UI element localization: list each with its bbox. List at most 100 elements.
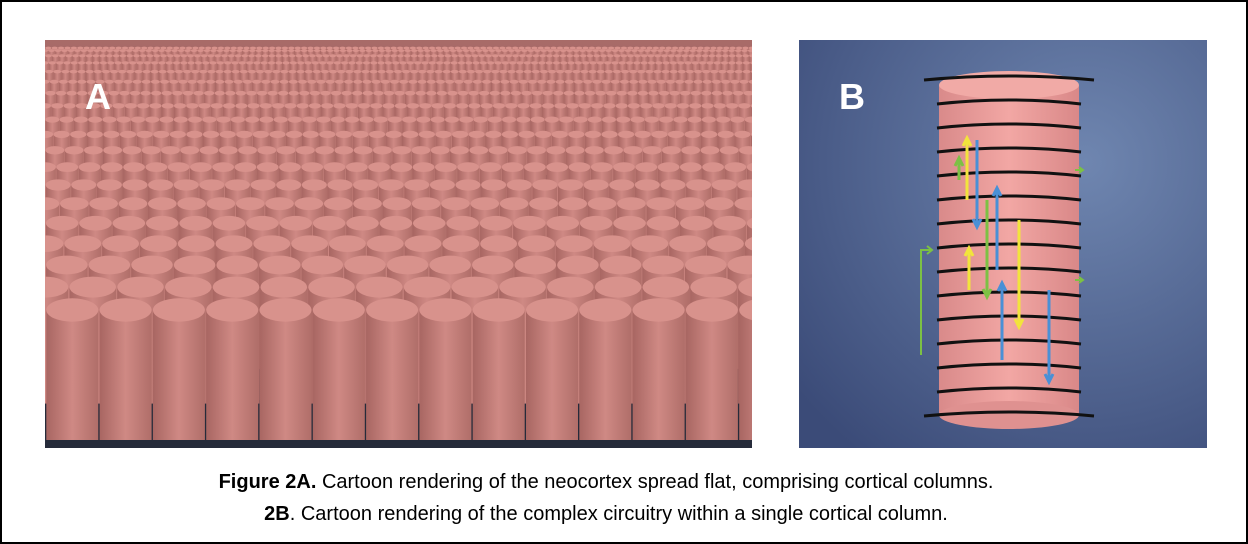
column-top (252, 80, 261, 84)
column-top (263, 47, 269, 50)
column-top (485, 131, 501, 138)
column-top (256, 47, 262, 50)
column-top (576, 47, 582, 50)
column-top (604, 146, 623, 154)
column-top (499, 54, 506, 57)
column-top (225, 179, 250, 190)
column-top (260, 103, 272, 108)
column-top (595, 91, 605, 96)
column-top (78, 70, 86, 74)
column-top (507, 179, 532, 190)
column-top (473, 80, 482, 84)
column-top (94, 49, 100, 52)
column-top (554, 103, 566, 108)
column-top (45, 116, 59, 122)
column-top (450, 146, 469, 154)
column-top (379, 179, 404, 190)
column-top (245, 116, 259, 122)
column-top (617, 197, 646, 210)
column-top (142, 80, 151, 84)
column-top (280, 80, 289, 84)
column-top (579, 49, 585, 52)
column-top (199, 179, 224, 190)
column-top (394, 91, 404, 96)
column-top (200, 146, 219, 154)
column-top (321, 70, 329, 74)
column-top (217, 116, 231, 122)
column-top (500, 91, 510, 96)
column-top (738, 103, 750, 108)
column-top (59, 80, 68, 84)
column-top (288, 47, 294, 50)
column-top (224, 70, 232, 74)
column-top (541, 49, 547, 52)
column-top (714, 103, 726, 108)
column-top (294, 49, 300, 52)
column-top (531, 61, 538, 64)
column-top (695, 54, 702, 57)
column-top (688, 54, 695, 57)
column-top (659, 47, 665, 50)
column-top (141, 47, 147, 50)
column-top (620, 80, 629, 84)
column-top (451, 61, 458, 64)
column-top (333, 47, 339, 50)
column-top (352, 47, 358, 50)
column-top (642, 256, 684, 275)
column-top (89, 256, 131, 275)
column-top (165, 49, 171, 52)
column-top (602, 80, 611, 84)
column-top (458, 61, 465, 64)
column-top (362, 80, 371, 84)
column-top (191, 70, 199, 74)
column-top (166, 61, 173, 64)
column-top (537, 80, 546, 84)
column-top (256, 49, 262, 52)
column-top (268, 61, 275, 64)
column-body (419, 310, 471, 440)
column-top (730, 80, 739, 84)
column-top (580, 70, 588, 74)
column-top (644, 49, 650, 52)
column-top (304, 61, 311, 64)
column-top (281, 49, 287, 52)
column-top (631, 49, 637, 52)
column-top (85, 61, 92, 64)
column-top (385, 49, 391, 52)
panel-a: A (45, 40, 752, 448)
column-top (50, 80, 59, 84)
column-top (290, 61, 297, 64)
column-top (534, 49, 540, 52)
column-top (87, 49, 93, 52)
column-top (345, 116, 359, 122)
column-top (142, 146, 161, 154)
column-top (107, 61, 114, 64)
column-top (275, 54, 282, 57)
column-top (149, 103, 161, 108)
column-top (608, 47, 614, 50)
column-top (386, 131, 402, 138)
column-top (684, 61, 691, 64)
column-top (594, 235, 631, 252)
column-top (565, 80, 574, 84)
column-top (560, 61, 567, 64)
column-top (374, 116, 388, 122)
column-top (490, 91, 500, 96)
column-top (45, 70, 53, 74)
column-top (286, 131, 302, 138)
column-top (301, 49, 307, 52)
column-top (353, 179, 378, 190)
column-top (243, 80, 252, 84)
column-top (416, 116, 430, 122)
column-top (275, 47, 281, 50)
column-top (643, 146, 662, 154)
column-top (505, 103, 517, 108)
column-top (491, 80, 500, 84)
column-top (206, 298, 258, 321)
column-top (131, 256, 173, 275)
column-top (726, 70, 734, 74)
column-top (733, 91, 743, 96)
column-top (392, 49, 398, 52)
column-top (479, 91, 489, 96)
column-top (93, 54, 100, 57)
